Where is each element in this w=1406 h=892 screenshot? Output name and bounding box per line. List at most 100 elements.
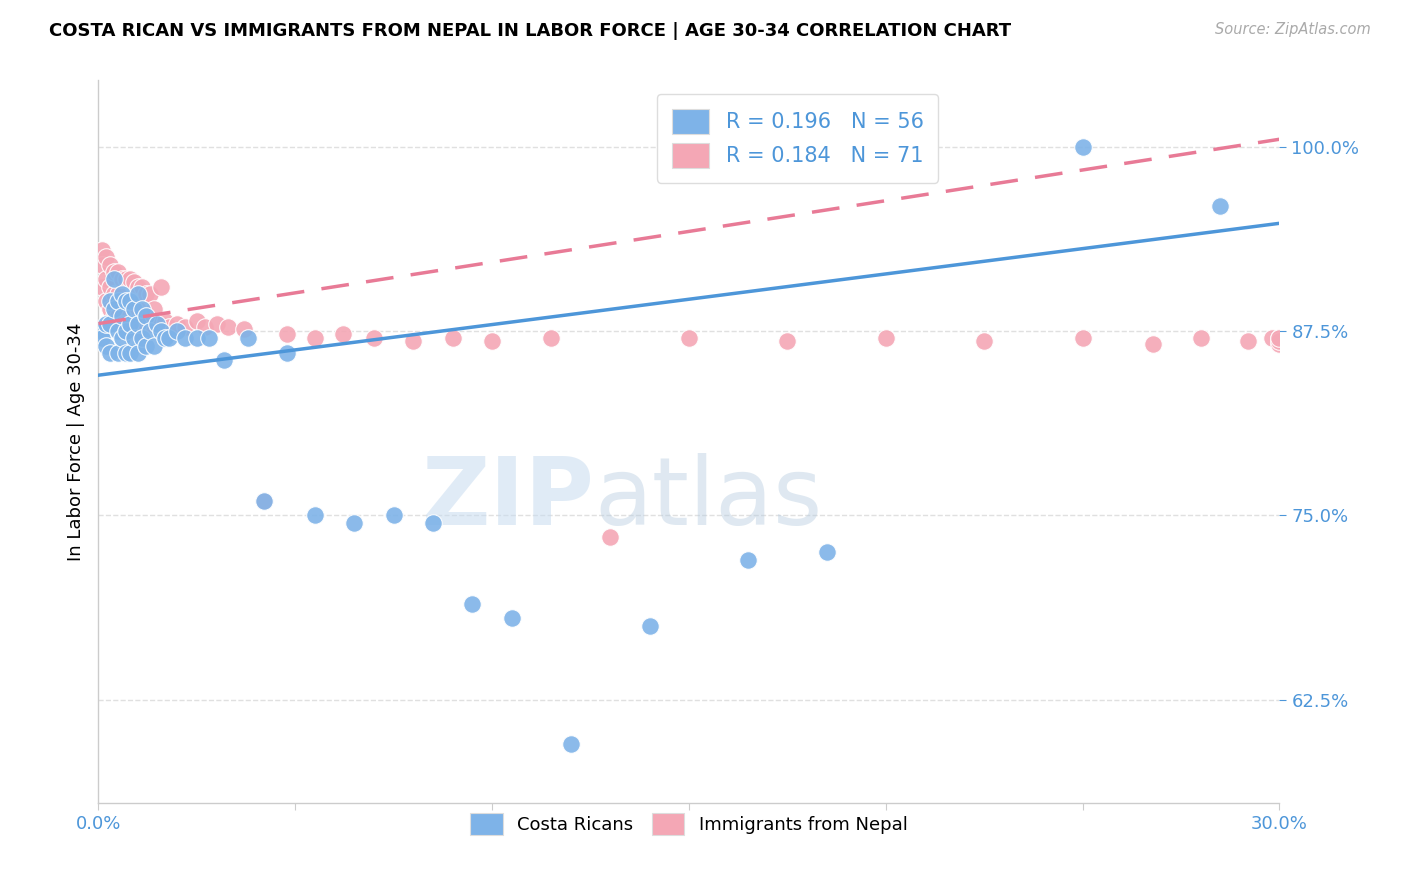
Point — [638, 619, 661, 633]
Point — [363, 331, 385, 345]
Point — [236, 331, 259, 345]
Point — [98, 279, 121, 293]
Point — [122, 319, 145, 334]
Point — [304, 508, 326, 523]
Point — [98, 317, 121, 331]
Point — [107, 346, 129, 360]
Point — [118, 346, 141, 360]
Point — [115, 346, 138, 360]
Point — [875, 331, 897, 345]
Point — [115, 294, 138, 309]
Point — [599, 530, 621, 544]
Point — [174, 319, 197, 334]
Point — [155, 313, 177, 327]
Point — [343, 516, 366, 530]
Point — [1268, 334, 1291, 349]
Point — [332, 326, 354, 341]
Point — [678, 331, 700, 345]
Point — [103, 272, 125, 286]
Point — [111, 309, 134, 323]
Point — [540, 331, 562, 345]
Point — [107, 324, 129, 338]
Point — [127, 324, 149, 338]
Point — [118, 294, 141, 309]
Text: COSTA RICAN VS IMMIGRANTS FROM NEPAL IN LABOR FORCE | AGE 30-34 CORRELATION CHAR: COSTA RICAN VS IMMIGRANTS FROM NEPAL IN … — [49, 22, 1011, 40]
Text: ZIP: ZIP — [422, 453, 595, 545]
Point — [96, 294, 118, 309]
Point — [973, 334, 995, 349]
Point — [122, 297, 145, 311]
Point — [157, 319, 180, 334]
Point — [103, 265, 125, 279]
Point — [91, 279, 114, 293]
Point — [135, 287, 157, 301]
Point — [276, 326, 298, 341]
Point — [205, 317, 228, 331]
Point — [166, 317, 188, 331]
Point — [91, 331, 114, 345]
Point — [91, 324, 114, 338]
Text: atlas: atlas — [595, 453, 823, 545]
Point — [138, 324, 160, 338]
Point — [118, 272, 141, 286]
Point — [146, 317, 169, 331]
Point — [127, 287, 149, 301]
Point — [157, 331, 180, 345]
Point — [96, 250, 118, 264]
Point — [98, 258, 121, 272]
Point — [382, 508, 405, 523]
Point — [111, 272, 134, 286]
Point — [115, 324, 138, 338]
Point — [96, 339, 118, 353]
Point — [1268, 331, 1291, 345]
Point — [103, 309, 125, 323]
Point — [107, 294, 129, 309]
Point — [146, 317, 169, 331]
Point — [1071, 331, 1094, 345]
Point — [194, 319, 217, 334]
Point — [135, 317, 157, 331]
Point — [111, 331, 134, 345]
Point — [233, 322, 256, 336]
Point — [127, 279, 149, 293]
Legend: Costa Ricans, Immigrants from Nepal: Costa Ricans, Immigrants from Nepal — [458, 801, 920, 848]
Point — [115, 272, 138, 286]
Point — [1142, 337, 1164, 351]
Point — [276, 346, 298, 360]
Point — [217, 319, 239, 334]
Point — [422, 516, 444, 530]
Point — [166, 324, 188, 338]
Point — [111, 294, 134, 309]
Y-axis label: In Labor Force | Age 30-34: In Labor Force | Age 30-34 — [66, 322, 84, 561]
Point — [118, 317, 141, 331]
Point — [131, 279, 153, 293]
Point — [737, 552, 759, 566]
Point — [115, 317, 138, 331]
Point — [135, 309, 157, 323]
Point — [1237, 334, 1260, 349]
Point — [402, 334, 425, 349]
Point — [96, 272, 118, 286]
Point — [481, 334, 503, 349]
Point — [150, 279, 173, 293]
Point — [142, 339, 165, 353]
Point — [122, 275, 145, 289]
Point — [501, 611, 523, 625]
Point — [91, 258, 114, 272]
Point — [441, 331, 464, 345]
Point — [1268, 337, 1291, 351]
Point — [127, 317, 149, 331]
Point — [131, 309, 153, 323]
Point — [138, 287, 160, 301]
Point — [253, 493, 276, 508]
Point — [131, 301, 153, 316]
Point — [118, 319, 141, 334]
Point — [91, 243, 114, 257]
Point — [186, 331, 208, 345]
Point — [103, 287, 125, 301]
Point — [96, 317, 118, 331]
Point — [111, 317, 134, 331]
Point — [122, 331, 145, 345]
Point — [214, 353, 236, 368]
Point — [1260, 331, 1282, 345]
